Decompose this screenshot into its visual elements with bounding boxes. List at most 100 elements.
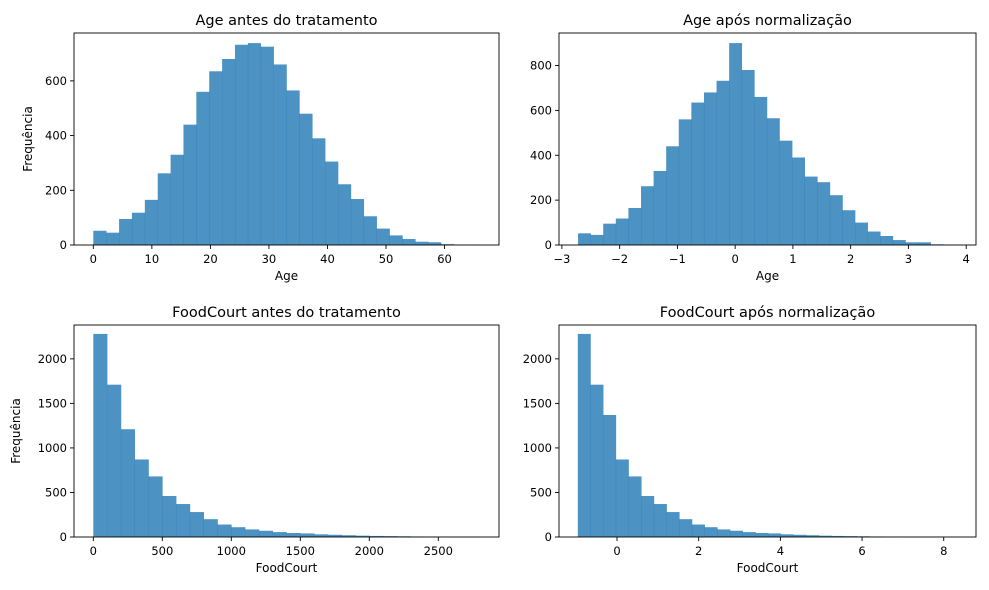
histogram-bar xyxy=(793,534,807,537)
histogram-bar xyxy=(779,140,793,245)
histogram-bar xyxy=(273,64,287,245)
histogram-bar xyxy=(148,476,163,537)
histogram-bar xyxy=(578,233,591,245)
histogram-bar xyxy=(300,533,315,537)
histogram-bar xyxy=(628,476,642,537)
y-tick-label: 2000 xyxy=(523,352,552,366)
histogram-bar xyxy=(93,333,108,537)
histogram-bar xyxy=(286,532,301,537)
x-tick-label: 4 xyxy=(777,544,784,558)
y-tick-label: 600 xyxy=(530,103,552,117)
histogram-bar xyxy=(106,232,120,245)
histogram-bar xyxy=(341,535,356,537)
histogram-bar xyxy=(590,384,604,537)
histogram-bar xyxy=(831,535,845,537)
histogram-bar xyxy=(766,118,780,245)
x-tick-label: 50 xyxy=(379,252,394,266)
histogram-bar xyxy=(804,176,818,245)
histogram-bar xyxy=(247,43,262,245)
x-tick-label: 1 xyxy=(789,252,796,266)
histogram-bar xyxy=(338,184,352,245)
y-tick-label: 0 xyxy=(545,530,552,544)
y-tick-label: 0 xyxy=(60,238,67,252)
y-tick-label: 400 xyxy=(45,129,67,143)
histogram-bar xyxy=(170,154,184,245)
histogram-bar xyxy=(260,46,274,246)
histogram-bar xyxy=(314,534,329,537)
y-tick-label: 800 xyxy=(530,59,552,73)
histogram-bar xyxy=(679,519,693,537)
histogram-bar xyxy=(641,496,655,537)
y-tick-label: 1000 xyxy=(38,441,67,455)
histogram-bar xyxy=(755,532,769,537)
x-tick-label: 1500 xyxy=(286,544,315,558)
histogram-bar xyxy=(258,530,274,537)
histogram-bar xyxy=(189,512,205,537)
y-tick-label: 0 xyxy=(545,238,552,252)
x-tick-label: 1000 xyxy=(217,544,246,558)
histogram-bar xyxy=(880,236,894,245)
x-tick-label: 2500 xyxy=(424,544,453,558)
x-tick-label: 4 xyxy=(963,252,970,266)
x-axis-label: Age xyxy=(756,269,779,283)
x-tick-label: 8 xyxy=(940,544,947,558)
histogram-bar xyxy=(327,534,342,537)
y-axis-label: Frequência xyxy=(9,398,23,464)
histogram-bar xyxy=(176,504,191,537)
histogram-bar xyxy=(729,43,743,245)
histogram-bar xyxy=(730,530,744,537)
histogram-bar xyxy=(615,459,629,537)
chart-panel-3: 0 500 1000 1500 2000 2500 0 500 1000 1500 2000 Food… xyxy=(9,305,500,575)
x-tick-label: 40 xyxy=(320,252,335,266)
histogram-bar xyxy=(754,96,768,245)
histogram-bar xyxy=(603,223,617,245)
histogram-bar xyxy=(376,228,390,245)
histogram-bar xyxy=(312,138,326,245)
histogram-bar xyxy=(203,519,218,537)
histogram-bar xyxy=(855,222,868,245)
x-tick-label: −2 xyxy=(611,252,628,266)
histogram-bar xyxy=(817,182,831,245)
x-tick-label: 0 xyxy=(731,252,738,266)
chart-panel-2: −3 −2 −1 0 1 2 3 4 0 200 400 600 800 Age após normali… xyxy=(530,13,977,283)
y-tick-label: 1500 xyxy=(38,396,67,410)
axes-frame xyxy=(558,324,977,538)
x-tick-label: 20 xyxy=(203,252,218,266)
histogram-bar xyxy=(209,71,223,245)
x-tick-label: 2 xyxy=(847,252,854,266)
histogram-bar xyxy=(905,242,919,245)
y-tick-label: 2000 xyxy=(38,352,67,366)
histogram-bar xyxy=(234,44,249,246)
y-axis-label: Frequência xyxy=(21,106,35,172)
axes-frame xyxy=(558,32,977,246)
histogram-bar xyxy=(131,212,146,245)
histogram-bar xyxy=(704,527,718,537)
histogram-bar xyxy=(703,92,717,245)
histogram-bar xyxy=(806,535,820,537)
histogram-bar xyxy=(196,91,210,246)
histogram-bar xyxy=(299,113,313,245)
histogram-bar xyxy=(389,235,403,245)
x-tick-label: 0 xyxy=(90,252,97,266)
histogram-bar xyxy=(741,70,755,246)
x-tick-label: 0 xyxy=(90,544,97,558)
histogram-bar xyxy=(369,535,384,537)
histogram-bar xyxy=(162,496,177,537)
histogram-bar xyxy=(641,186,654,245)
histogram-bar xyxy=(157,173,171,245)
histogram-bar xyxy=(222,58,236,246)
histogram-bar xyxy=(615,218,629,245)
histogram-bar xyxy=(691,102,705,245)
x-tick-label: 10 xyxy=(145,252,160,266)
x-axis-label: Age xyxy=(275,269,298,283)
x-axis-label: FoodCourt xyxy=(256,561,318,575)
histogram-bar xyxy=(183,124,197,245)
chart-title: FoodCourt após normalização xyxy=(660,305,876,321)
x-tick-label: 6 xyxy=(858,544,865,558)
histogram-bar xyxy=(107,384,122,537)
histogram-bar xyxy=(666,146,680,245)
histogram-bar xyxy=(666,512,680,537)
x-tick-label: 500 xyxy=(151,544,173,558)
histogram-bar xyxy=(577,333,591,537)
